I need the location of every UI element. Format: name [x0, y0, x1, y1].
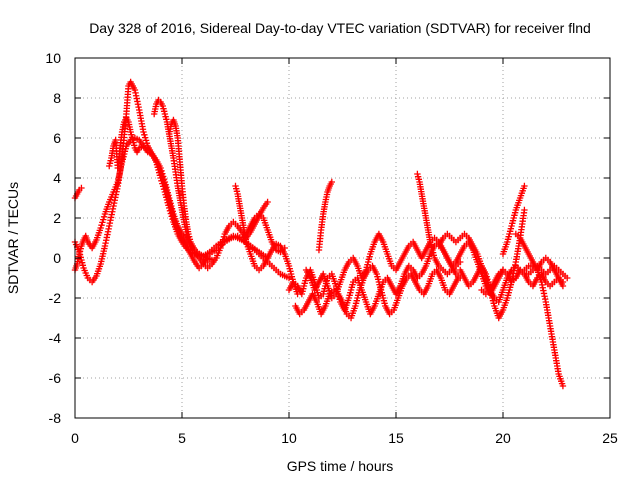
series-spike-16h: [414, 170, 464, 278]
data-point: [141, 134, 149, 141]
series-late-d: [478, 266, 567, 298]
data-point: [99, 219, 106, 226]
data-point: [159, 170, 166, 177]
series-late-f: [521, 254, 567, 286]
y-tick-label: -4: [49, 330, 62, 346]
y-tick-label: 0: [53, 250, 61, 266]
series-start-spike: [71, 184, 85, 202]
data-point: [521, 182, 528, 190]
data-point: [564, 274, 571, 282]
y-tick-label: 10: [45, 50, 61, 66]
y-tick-label: 6: [53, 130, 61, 146]
data-point: [141, 131, 148, 138]
series-mid-8-9: [243, 210, 288, 256]
data-point: [559, 382, 567, 390]
data-point: [219, 236, 227, 243]
y-tick-label: 2: [53, 210, 61, 226]
data-point: [328, 178, 335, 186]
x-tick-label: 15: [388, 430, 404, 446]
y-tick-label: -2: [49, 290, 62, 306]
data-point: [281, 244, 288, 252]
data-point: [219, 239, 226, 246]
data-point: [158, 167, 165, 174]
y-tick-label: 8: [53, 90, 61, 106]
data-point: [140, 128, 147, 136]
series-low-b: [292, 262, 462, 322]
y-tick-label: -8: [49, 410, 62, 426]
data-point: [457, 258, 464, 266]
data-point: [218, 242, 225, 249]
data-point: [159, 173, 167, 180]
y-tick-label: 4: [53, 170, 61, 186]
data-point: [220, 233, 228, 240]
data-point: [264, 198, 271, 206]
data-point: [157, 164, 164, 172]
data-point: [559, 278, 567, 286]
data-point: [142, 137, 150, 144]
series-low-c: [315, 178, 335, 254]
x-tick-label: 10: [281, 430, 297, 446]
x-tick-label: 0: [71, 430, 79, 446]
plot-frame: [74, 57, 611, 419]
data-point: [454, 274, 462, 282]
data-point: [97, 224, 104, 232]
axis-ticks: 0 5 10 15 20 25 -8 -6 -4 -2 0 2 4 6 8 10: [45, 50, 618, 446]
data-point: [204, 258, 211, 266]
x-tick-label: 25: [602, 430, 618, 446]
data-point: [143, 140, 151, 147]
data-point: [217, 244, 224, 252]
series-early-c: [106, 114, 216, 264]
data-series-group: [71, 78, 571, 390]
data-point: [285, 274, 293, 282]
data-point: [160, 176, 168, 183]
data-point: [100, 216, 107, 223]
x-axis-label: GPS time / hours: [287, 458, 394, 474]
series-late-b: [457, 206, 528, 322]
x-tick-label: 5: [178, 430, 186, 446]
y-tick-label: -6: [49, 370, 62, 386]
chart-title: Day 328 of 2016, Sidereal Day-to-day VTE…: [89, 20, 591, 36]
x-tick-label: 20: [495, 430, 511, 446]
y-axis-label: SDTVAR / TECUs: [5, 182, 21, 294]
data-point: [78, 184, 85, 192]
data-point: [98, 222, 105, 229]
series-late-e: [512, 230, 567, 390]
data-point: [521, 206, 528, 214]
data-point: [100, 213, 108, 220]
series-bump-4.6h: [165, 116, 211, 266]
series-late-c: [499, 182, 528, 258]
